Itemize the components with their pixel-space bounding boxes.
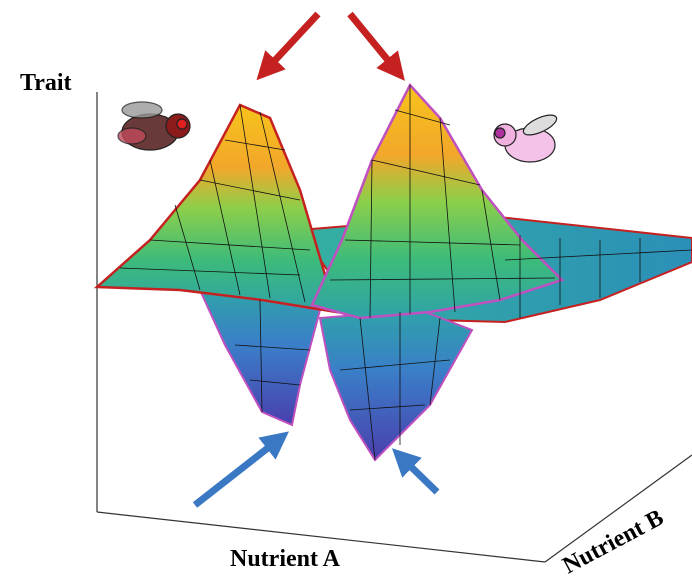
- figure: Trait Nutrient A Nutrient B: [0, 0, 692, 576]
- surface: [97, 85, 692, 460]
- red-fly: [118, 102, 190, 150]
- x-axis-label: Nutrient A: [230, 546, 341, 572]
- pink-fly: [494, 111, 559, 162]
- y-axis-label: Trait: [20, 70, 72, 96]
